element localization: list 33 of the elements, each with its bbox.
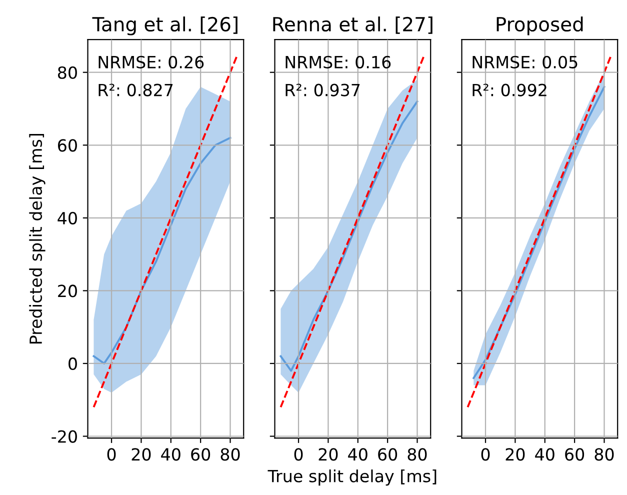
line-series	[92, 136, 232, 364]
x-tick-label: 0	[107, 448, 116, 461]
x-tick-label: 60	[191, 448, 210, 461]
x-tick-label: 80	[220, 448, 240, 461]
x-tick-label: 0	[481, 448, 490, 461]
chart-title: Renna et al. [27]	[273, 16, 432, 34]
annotation: R²: 0.992	[472, 84, 546, 96]
x-axis-title: True split delay [ms]	[268, 469, 436, 486]
x-tick-label: 40	[348, 448, 368, 461]
chart-title: Tang et al. [26]	[92, 16, 238, 36]
y-axis-title: Predicted split delay [ms]	[29, 134, 46, 344]
y-tick-label: 40	[58, 212, 77, 224]
x-tick-label: 20	[506, 448, 525, 461]
x-tick-label: 80	[594, 448, 614, 461]
annotation: R²: 0.827	[98, 84, 173, 96]
x-tick-label: 40	[161, 448, 180, 461]
x-tick-label: 20	[318, 448, 338, 461]
annotation: R²: 0.937	[286, 84, 360, 96]
annotation: NRMSE: 0.26	[98, 56, 204, 68]
y-tick-label: 80	[58, 66, 77, 79]
x-tick-label: 60	[378, 448, 398, 461]
y-tick-label: 20	[58, 284, 77, 298]
y-tick-label: -20	[52, 430, 77, 443]
x-tick-label: 80	[408, 448, 427, 461]
x-tick-label: 40	[535, 448, 554, 461]
x-tick-label: 60	[565, 448, 584, 461]
annotation: NRMSE: 0.16	[286, 56, 391, 68]
x-tick-label: 20	[132, 448, 151, 461]
y-tick-label: 60	[58, 139, 77, 152]
annotation: NRMSE: 0.05	[472, 56, 578, 68]
y-tick-label: 0	[68, 357, 77, 370]
chart-title: Proposed	[496, 16, 583, 36]
x-tick-label: 0	[294, 448, 303, 461]
